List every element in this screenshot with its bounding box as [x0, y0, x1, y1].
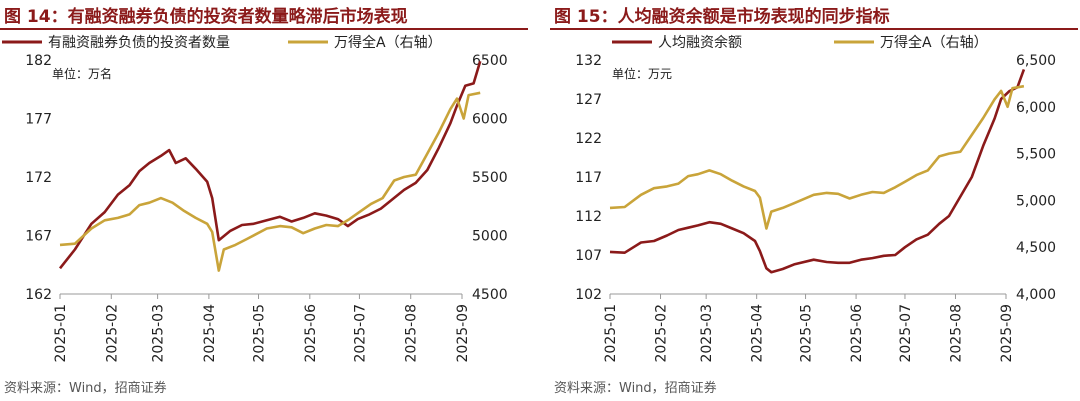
x-axis-tick: 2025-01: [53, 304, 69, 363]
figure-title: 图 14：有融资融券负债的投资者数量略滞后市场表现: [4, 7, 408, 27]
chart-per-capita-svg: 102 107 112 117 122 127 132 4,000 4,500 5,000 5,50…: [575, 34, 1056, 363]
source-note: 资料来源：Wind，招商证券: [4, 381, 167, 396]
x-axis-tick: 2025-05: [799, 304, 815, 363]
unit-label: 单位：万名: [52, 66, 112, 81]
x-axis-tick: 2025-06: [303, 304, 319, 363]
x-axis-tick: 2025-04: [750, 304, 766, 363]
unit-label: 单位：万元: [612, 66, 672, 81]
x-axis-tick: 2025-02: [104, 304, 120, 363]
x-axis-tick: 2025-06: [849, 304, 865, 363]
left-axis-tick: 127: [575, 92, 602, 108]
x-axis-tick: 2025-02: [654, 304, 670, 363]
x-axis-tick: 2025-04: [202, 304, 218, 363]
left-axis-tick: 112: [575, 209, 602, 225]
x-axis-tick: 2025-07: [898, 304, 914, 363]
x-axis-tick: 2025-07: [352, 304, 368, 363]
x-axis-tick: 2025-09: [999, 304, 1015, 363]
x-axis-tick: 2025-09: [455, 304, 471, 363]
right-axis-tick: 6,000: [1016, 100, 1056, 116]
right-axis-tick: 6,500: [1016, 53, 1056, 69]
left-axis-tick: 172: [25, 170, 52, 186]
left-axis-tick: 107: [575, 248, 602, 264]
right-axis-tick: 4,000: [1016, 287, 1056, 303]
title-divider: [0, 28, 528, 30]
series-line-secondary: [609, 84, 1025, 230]
x-axis-tick: 2025-08: [404, 304, 420, 363]
legend-label: 万得全A（右轴）: [880, 34, 988, 51]
legend-label: 万得全A（右轴）: [334, 34, 442, 51]
x-axis-tick: 2025-03: [699, 304, 715, 363]
x-axis-tick: 2025-05: [252, 304, 268, 363]
left-axis-tick: 167: [25, 229, 52, 245]
x-axis-tick: 2025-03: [151, 304, 167, 363]
right-axis-tick: 5500: [472, 170, 508, 186]
series-line-secondary: [59, 91, 481, 272]
left-axis-tick: 117: [575, 170, 602, 186]
left-axis-tick: 177: [25, 112, 52, 128]
source-note: 资料来源：Wind，招商证券: [554, 381, 717, 396]
chart-panel-per-capita: 图 15：人均融资余额是市场表现的同步指标 102 107 112 117 122 127…: [550, 0, 1080, 401]
left-axis-tick: 122: [575, 131, 602, 147]
chart-investors-svg: 162 167 172 177 182 4500 5000 5500 6000 6500 2025-…: [2, 34, 508, 363]
figure-title: 图 15：人均融资余额是市场表现的同步指标: [554, 7, 890, 27]
right-axis-tick: 6500: [472, 53, 508, 69]
left-axis-tick: 132: [575, 53, 602, 69]
right-axis-tick: 6000: [472, 112, 508, 128]
right-axis-tick: 5,000: [1016, 193, 1056, 209]
left-axis-tick: 182: [25, 53, 52, 69]
left-axis-tick: 102: [575, 287, 602, 303]
legend-label: 有融资融券负债的投资者数量: [48, 35, 230, 51]
right-axis-tick: 4,500: [1016, 240, 1056, 256]
series-line-primary: [58, 60, 482, 270]
legend-label: 人均融资余额: [658, 34, 742, 51]
right-axis-tick: 4500: [472, 287, 508, 303]
right-axis-tick: 5,500: [1016, 147, 1056, 163]
title-divider: [550, 28, 1078, 30]
x-axis-tick: 2025-01: [603, 304, 619, 363]
series-line-primary: [609, 68, 1026, 274]
right-axis-tick: 5000: [472, 229, 508, 245]
left-axis-tick: 162: [25, 287, 52, 303]
chart-panel-investors: 图 14：有融资融券负债的投资者数量略滞后市场表现 162 167 172 177 18…: [0, 0, 530, 401]
x-axis-tick: 2025-08: [948, 304, 964, 363]
